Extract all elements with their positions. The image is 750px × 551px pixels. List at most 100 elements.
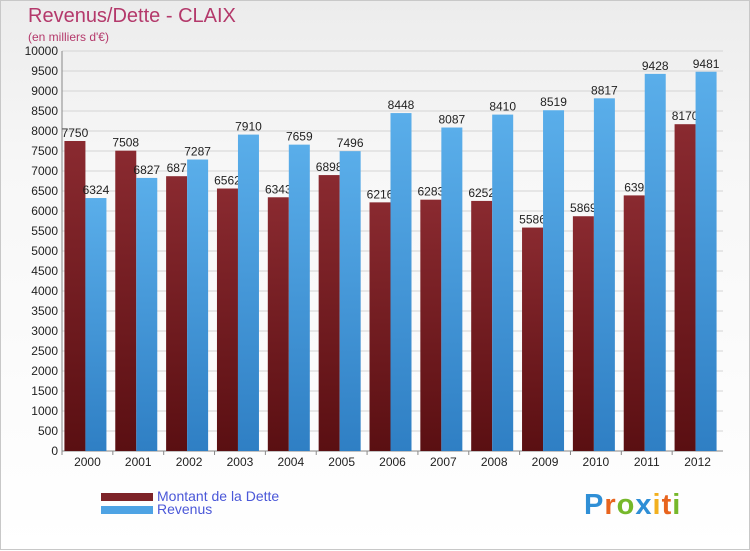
bar-debt	[267, 197, 289, 451]
bar-revenue	[390, 113, 412, 451]
logo-letter: i	[652, 489, 662, 521]
y-tick-label: 1000	[31, 404, 58, 418]
data-label-revenue: 6827	[133, 163, 160, 177]
bar-debt	[64, 141, 86, 451]
data-label-debt: 687	[167, 161, 187, 175]
bar-debt	[674, 124, 696, 451]
bar-revenue	[136, 177, 158, 452]
x-tick-label: 2005	[328, 455, 355, 469]
y-tick-label: 3000	[31, 324, 58, 338]
data-label-revenue: 8448	[388, 98, 415, 112]
chart-title: Revenus/Dette - CLAIX	[28, 5, 236, 27]
logo-letter: o	[616, 489, 636, 521]
y-tick-label: 9500	[31, 64, 58, 78]
logo-letter: x	[635, 489, 653, 521]
y-tick-label: 2500	[31, 344, 58, 358]
y-tick-label: 1500	[31, 384, 58, 398]
data-label-debt: 7750	[62, 126, 89, 140]
y-tick-label: 7500	[31, 144, 58, 158]
logo-letter: r	[604, 489, 617, 521]
data-label-revenue: 8410	[489, 100, 516, 114]
bar-debt	[623, 195, 645, 451]
y-tick-label: 10000	[25, 44, 59, 58]
bar-revenue	[543, 110, 565, 452]
bar-revenue	[441, 127, 463, 452]
data-label-revenue: 7659	[286, 130, 313, 144]
x-tick-label: 2000	[74, 455, 101, 469]
legend-label-revenue: Revenus	[157, 501, 213, 517]
bar-debt	[471, 200, 493, 451]
legend-label-debt: Montant de la Dette	[157, 488, 280, 504]
bar-revenue	[187, 159, 209, 451]
x-tick-label: 2008	[481, 455, 508, 469]
data-label-revenue: 8817	[591, 83, 618, 97]
bar-debt	[166, 176, 188, 451]
bar-debt	[572, 216, 594, 451]
data-label-debt: 6283	[417, 185, 444, 199]
data-label-revenue: 6324	[83, 183, 110, 197]
data-label-debt: 6898	[316, 160, 343, 174]
y-tick-label: 3500	[31, 304, 58, 318]
data-label-revenue: 8519	[540, 95, 567, 109]
data-label-debt: 6562	[214, 174, 241, 188]
y-tick-label: 4000	[31, 284, 58, 298]
bar-revenue	[339, 151, 361, 451]
x-tick-label: 2012	[684, 455, 711, 469]
bar-revenue	[237, 134, 259, 451]
data-label-debt: 6252	[468, 186, 495, 200]
data-label-debt: 6216	[367, 187, 394, 201]
y-tick-label: 0	[51, 444, 58, 458]
legend-swatch-revenue	[101, 506, 153, 514]
data-label-debt: 639	[624, 180, 644, 194]
bar-debt	[522, 227, 544, 451]
data-label-debt: 7508	[112, 136, 139, 150]
y-tick-label: 2000	[31, 364, 58, 378]
legend-swatch-debt	[101, 493, 153, 501]
data-label-revenue: 7496	[337, 136, 364, 150]
bar-revenue	[492, 114, 514, 451]
y-tick-label: 5000	[31, 244, 58, 258]
data-label-revenue: 9428	[642, 59, 669, 73]
y-tick-label: 9000	[31, 84, 58, 98]
data-label-revenue: 9481	[693, 57, 720, 71]
y-tick-label: 6500	[31, 184, 58, 198]
data-label-revenue: 7910	[235, 120, 262, 134]
x-tick-label: 2009	[532, 455, 559, 469]
bar-revenue	[288, 144, 310, 451]
x-tick-label: 2002	[176, 455, 203, 469]
x-tick-label: 2001	[125, 455, 152, 469]
bar-debt	[420, 199, 442, 451]
x-tick-label: 2004	[277, 455, 304, 469]
x-tick-label: 2003	[227, 455, 254, 469]
data-label-revenue: 8087	[438, 113, 465, 127]
y-tick-label: 8500	[31, 104, 58, 118]
x-tick-label: 2006	[379, 455, 406, 469]
bar-debt	[369, 202, 391, 451]
data-label-debt: 5869	[570, 201, 597, 215]
y-tick-label: 6000	[31, 204, 58, 218]
proxiti-logo: Proxiti	[584, 489, 681, 522]
x-tick-label: 2007	[430, 455, 457, 469]
logo-letter: P	[584, 489, 605, 521]
bar-debt	[216, 188, 238, 451]
x-tick-label: 2011	[634, 455, 660, 469]
bar-revenue	[695, 71, 717, 451]
logo-letter: i	[672, 489, 682, 521]
y-tick-label: 500	[38, 424, 58, 438]
logo-letter: t	[661, 489, 673, 521]
y-tick-label: 8000	[31, 124, 58, 138]
bar-revenue	[85, 198, 107, 451]
y-tick-label: 7000	[31, 164, 58, 178]
data-label-debt: 6343	[265, 182, 292, 196]
y-tick-label: 5500	[31, 224, 58, 238]
y-tick-label: 4500	[31, 264, 58, 278]
data-label-revenue: 7287	[184, 145, 211, 159]
bar-revenue	[644, 73, 666, 451]
x-tick-label: 2010	[583, 455, 610, 469]
bar-debt	[115, 150, 137, 451]
bar-debt	[318, 175, 340, 451]
data-label-debt: 8170	[672, 109, 699, 123]
data-label-debt: 5586	[519, 213, 546, 227]
